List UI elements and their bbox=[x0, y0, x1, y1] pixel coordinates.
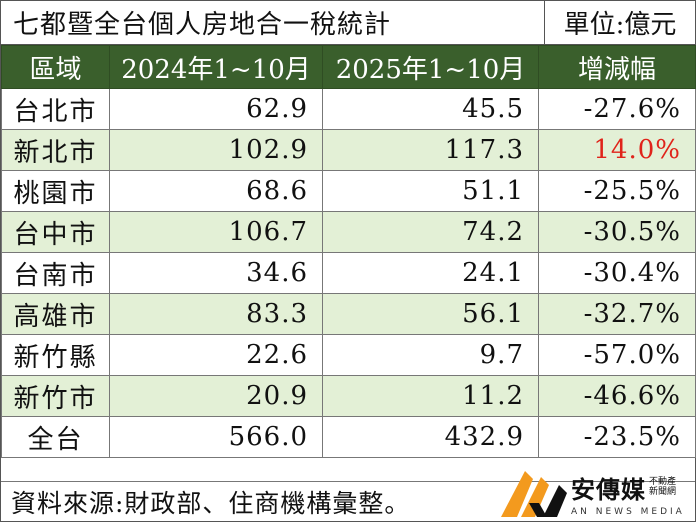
cell-change: -32.7% bbox=[538, 293, 696, 335]
cell-2024: 22.6 bbox=[109, 334, 323, 376]
brand-logo: 安傳媒 不動產 新聞網 AN NEWS MEDIA bbox=[499, 464, 689, 522]
brand-sub-1: 不動產 bbox=[649, 477, 677, 487]
cell-2025: 432.9 bbox=[322, 416, 539, 458]
cell-change: -25.5% bbox=[538, 170, 696, 212]
table-row: 新竹縣 22.6 9.7 -57.0% bbox=[1, 334, 696, 376]
cell-2024: 566.0 bbox=[109, 416, 323, 458]
cell-2025: 45.5 bbox=[322, 88, 539, 130]
brand-sub-2: 新聞網 bbox=[649, 487, 677, 497]
title-bar: 七都暨全台個人房地合一稅統計 單位:億元 bbox=[1, 1, 695, 45]
brand-english: AN NEWS MEDIA bbox=[571, 506, 685, 517]
cell-2025: 24.1 bbox=[322, 252, 539, 294]
tax-table: 區域 2024年1~10月 2025年1~10月 增減幅 台北市 62.9 45.5… bbox=[1, 45, 696, 458]
table-row: 全台 566.0 432.9 -23.5% bbox=[1, 416, 696, 458]
cell-change: -30.4% bbox=[538, 252, 696, 294]
cell-change: -30.5% bbox=[538, 211, 696, 253]
cell-2025: 9.7 bbox=[322, 334, 539, 376]
table-title: 七都暨全台個人房地合一稅統計 bbox=[13, 10, 392, 40]
cell-2025: 74.2 bbox=[322, 211, 539, 253]
cell-2024: 83.3 bbox=[109, 293, 323, 335]
cell-2024: 20.9 bbox=[109, 375, 323, 417]
cell-change: -27.6% bbox=[538, 88, 696, 130]
column-header-region: 區域 bbox=[1, 45, 110, 89]
cell-change: -57.0% bbox=[538, 334, 696, 376]
table-header-row: 區域 2024年1~10月 2025年1~10月 增減幅 bbox=[1, 45, 696, 89]
cell-change: -23.5% bbox=[538, 416, 696, 458]
cell-change: -46.6% bbox=[538, 375, 696, 417]
cell-2024: 62.9 bbox=[109, 88, 323, 130]
cell-region: 新北市 bbox=[1, 129, 110, 171]
table-row: 高雄市 83.3 56.1 -32.7% bbox=[1, 293, 696, 335]
cell-region: 台南市 bbox=[1, 252, 110, 294]
footer: 資料來源:財政部、住商機構彙整。 安傳媒 不動產 新聞網 AN NEWS MED… bbox=[1, 471, 695, 522]
table-row: 台中市 106.7 74.2 -30.5% bbox=[1, 211, 696, 253]
table-row: 新竹市 20.9 11.2 -46.6% bbox=[1, 375, 696, 417]
source-note: 資料來源:財政部、住商機構彙整。 bbox=[11, 489, 411, 518]
cell-region: 新竹市 bbox=[1, 375, 110, 417]
column-header-2025: 2025年1~10月 bbox=[322, 45, 539, 89]
cell-2025: 51.1 bbox=[322, 170, 539, 212]
cell-region: 台北市 bbox=[1, 88, 110, 130]
cell-2024: 34.6 bbox=[109, 252, 323, 294]
cell-2024: 68.6 bbox=[109, 170, 323, 212]
cell-2025: 11.2 bbox=[322, 375, 539, 417]
unit-label: 單位:億元 bbox=[544, 1, 695, 44]
column-header-change: 增減幅 bbox=[538, 45, 696, 89]
cell-region: 桃園市 bbox=[1, 170, 110, 212]
table-row: 台北市 62.9 45.5 -27.6% bbox=[1, 88, 696, 130]
cell-region: 高雄市 bbox=[1, 293, 110, 335]
table-row: 台南市 34.6 24.1 -30.4% bbox=[1, 252, 696, 294]
cell-region: 新竹縣 bbox=[1, 334, 110, 376]
column-header-2024: 2024年1~10月 bbox=[109, 45, 323, 89]
table-row: 桃園市 68.6 51.1 -25.5% bbox=[1, 170, 696, 212]
an-logo-icon bbox=[501, 471, 567, 517]
cell-2025: 117.3 bbox=[322, 129, 539, 171]
cell-2025: 56.1 bbox=[322, 293, 539, 335]
cell-change: 14.0% bbox=[538, 129, 696, 171]
brand-name: 安傳媒 bbox=[571, 475, 646, 504]
cell-2024: 102.9 bbox=[109, 129, 323, 171]
cell-region: 台中市 bbox=[1, 211, 110, 253]
cell-2024: 106.7 bbox=[109, 211, 323, 253]
cell-region: 全台 bbox=[1, 416, 110, 458]
table-row: 新北市 102.9 117.3 14.0% bbox=[1, 129, 696, 171]
